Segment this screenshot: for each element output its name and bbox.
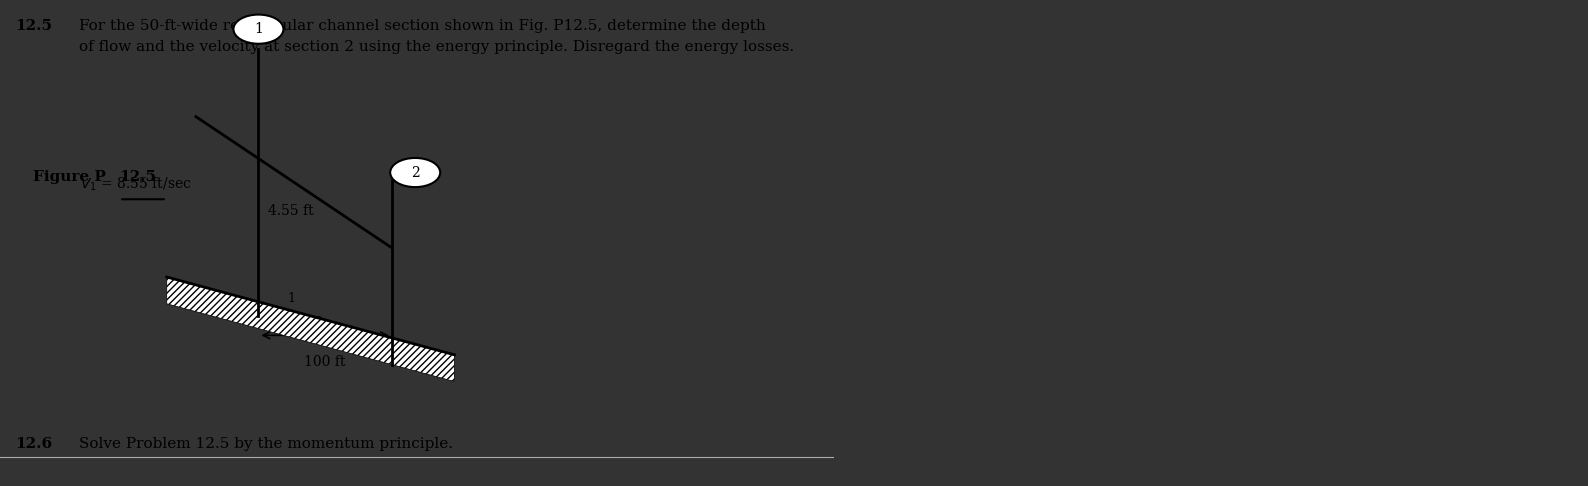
Text: Solve Problem 12.5 by the momentum principle.: Solve Problem 12.5 by the momentum princ… xyxy=(79,437,453,451)
Text: 12.6: 12.6 xyxy=(14,437,52,451)
Text: 1: 1 xyxy=(254,22,264,36)
Text: 12.5: 12.5 xyxy=(14,19,52,34)
Circle shape xyxy=(233,15,284,44)
Text: 12.5: 12.5 xyxy=(119,170,156,184)
Circle shape xyxy=(391,158,440,187)
Text: 100 ft: 100 ft xyxy=(305,355,346,369)
Text: 2: 2 xyxy=(411,166,419,179)
Text: 4.55 ft: 4.55 ft xyxy=(268,205,314,218)
Text: Figure P: Figure P xyxy=(33,170,111,184)
Text: For the 50-ft-wide rectangular channel section shown in Fig. P12.5, determine th: For the 50-ft-wide rectangular channel s… xyxy=(79,19,794,54)
Text: $V_1$ = 8.55 ft/sec: $V_1$ = 8.55 ft/sec xyxy=(79,176,192,193)
Polygon shape xyxy=(167,277,454,382)
Text: 1: 1 xyxy=(287,293,295,305)
Text: 1000: 1000 xyxy=(292,316,324,329)
